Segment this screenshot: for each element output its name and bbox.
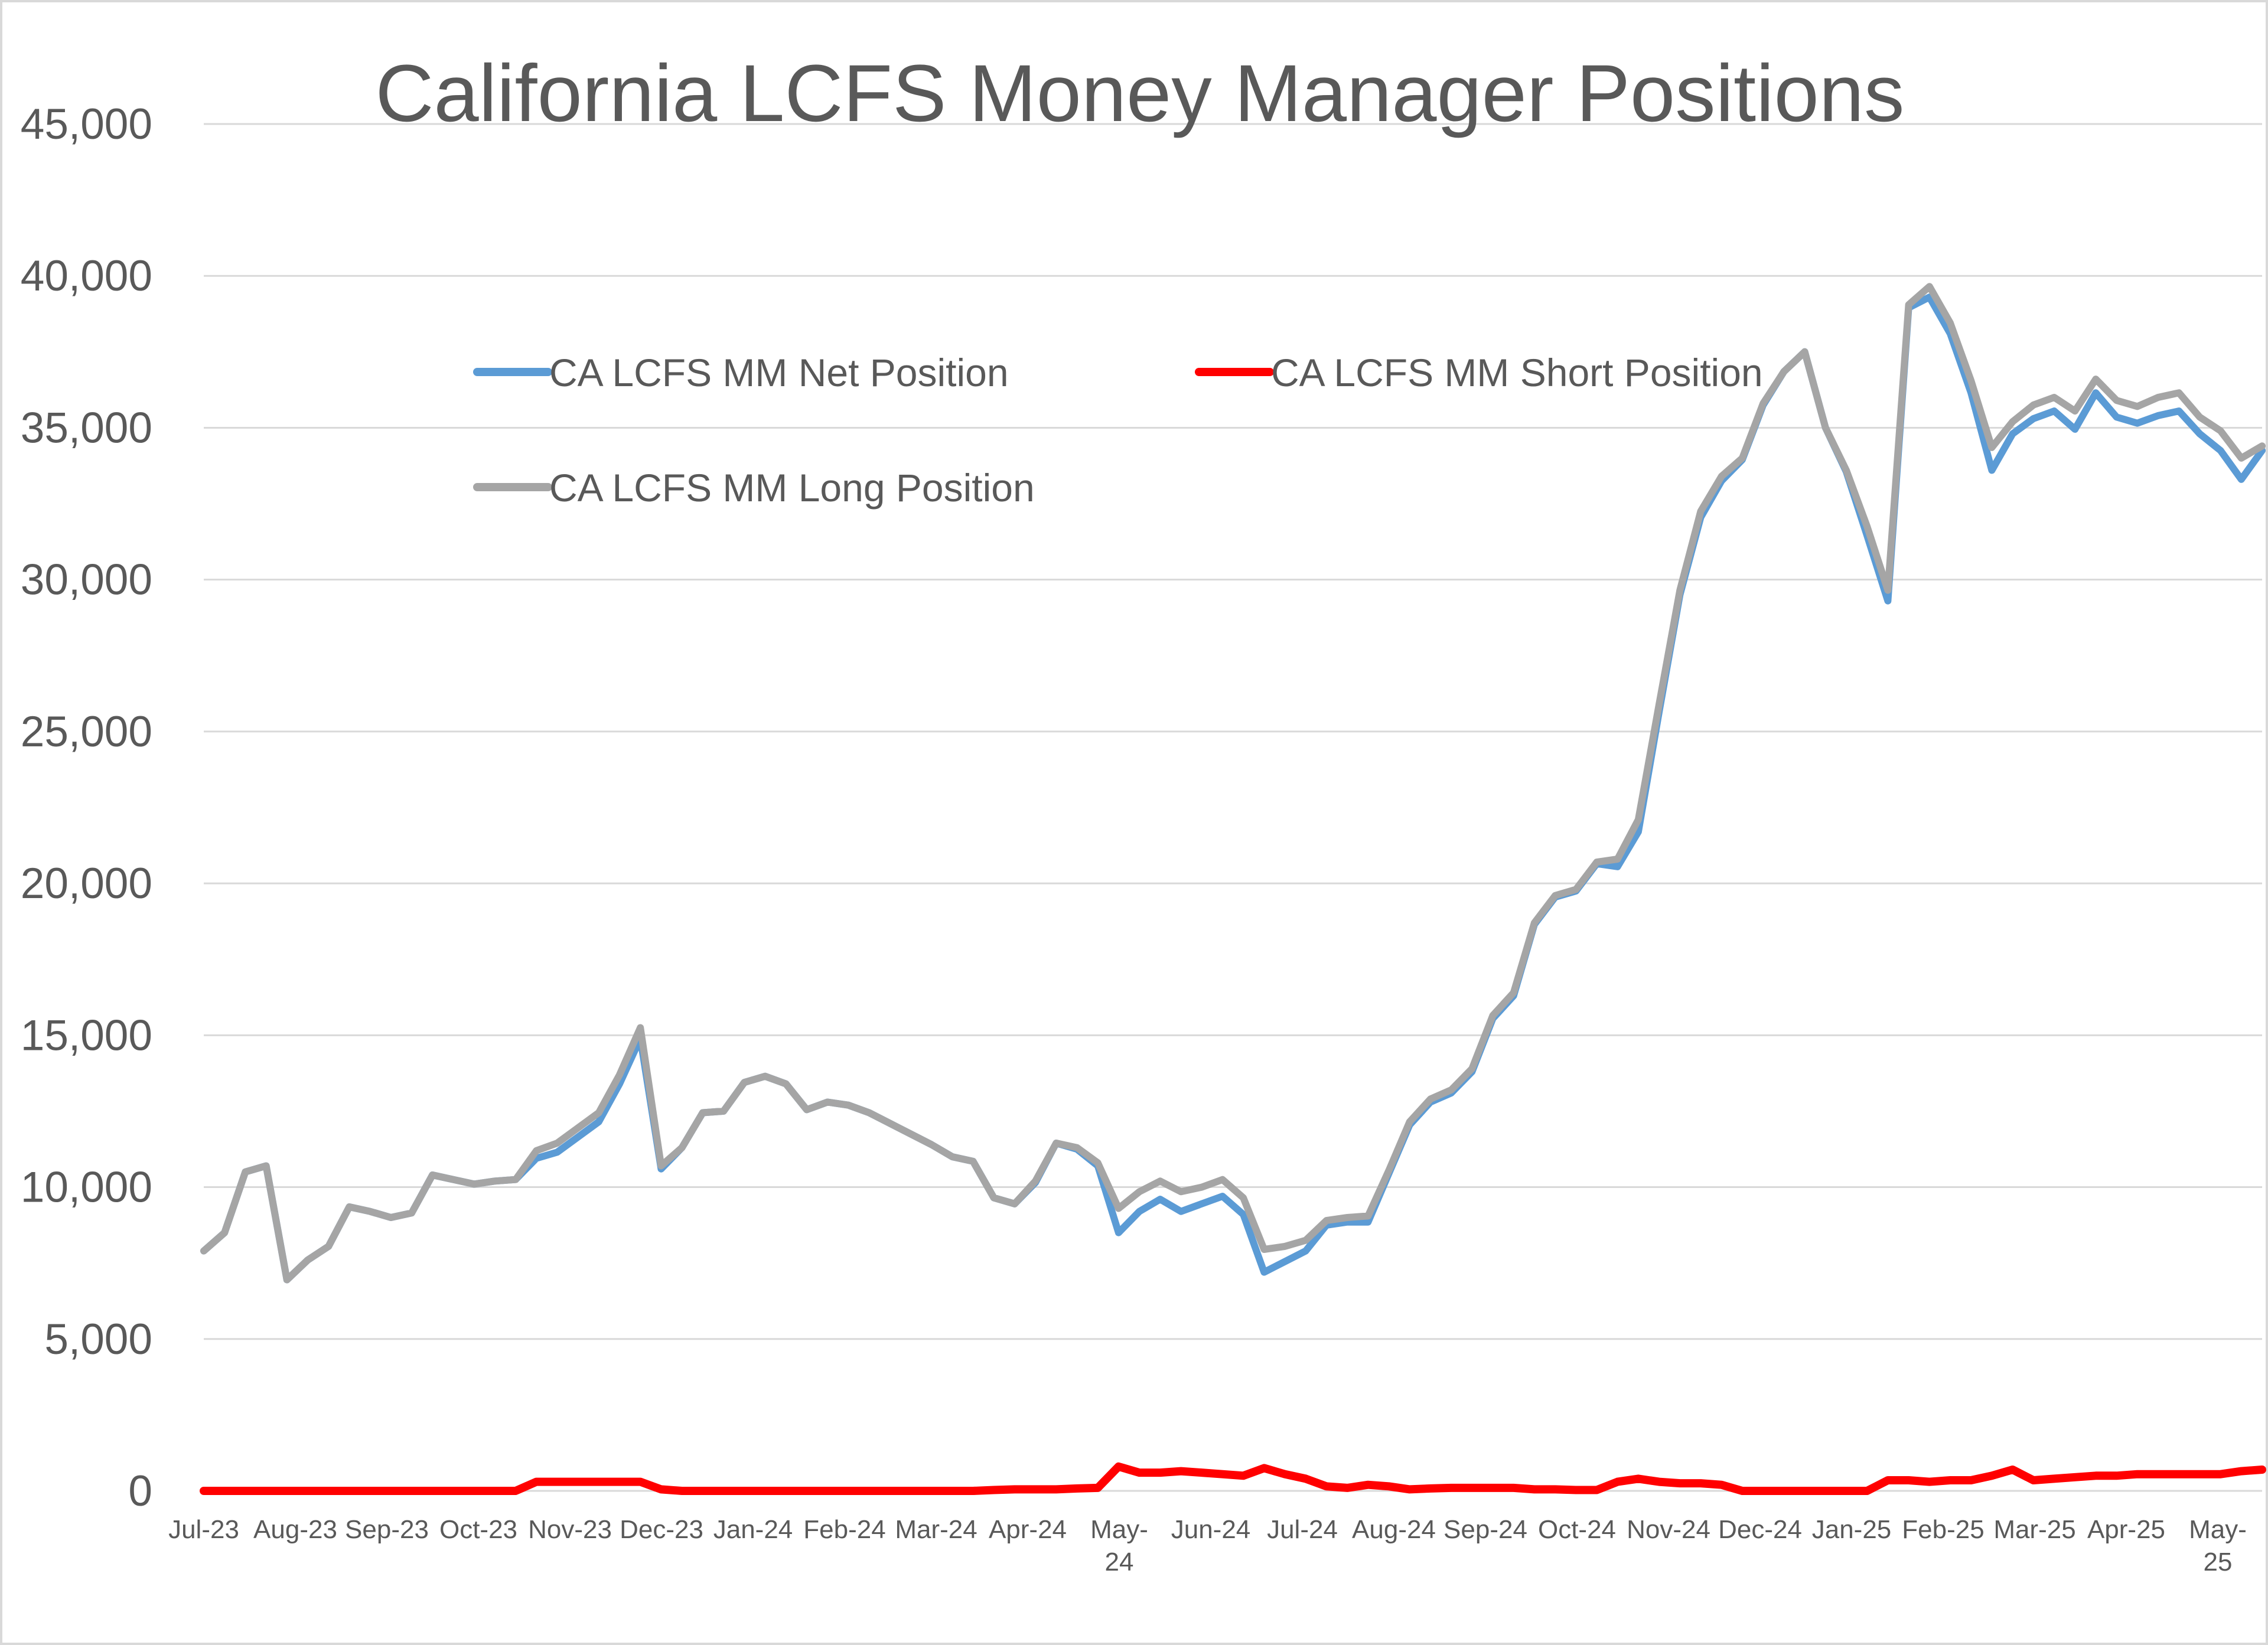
x-tick-label: Mar-24 <box>895 1515 977 1544</box>
y-tick-label: 45,000 <box>21 100 152 148</box>
gridlines <box>204 123 2262 1492</box>
legend-label: CA LCFS MM Long Position <box>549 466 1035 510</box>
y-tick-label: 25,000 <box>21 708 152 756</box>
x-tick-label: Sep-23 <box>345 1515 429 1544</box>
x-tick-label: Mar-25 <box>1993 1515 2075 1544</box>
x-tick-label: Jul-23 <box>168 1515 239 1544</box>
x-tick-label: Jan-25 <box>1812 1515 1892 1544</box>
x-tick-label: Aug-24 <box>1352 1515 1436 1544</box>
x-tick-label: Nov-24 <box>1627 1515 1710 1544</box>
x-tick-label: Jun-24 <box>1171 1515 1251 1544</box>
x-tick-label: Dec-24 <box>1718 1515 1802 1544</box>
y-tick-label: 30,000 <box>21 556 152 604</box>
x-tick-label: Dec-23 <box>620 1515 703 1544</box>
chart-title: California LCFS Money Manager Positions <box>376 48 1905 139</box>
y-tick-label: 40,000 <box>21 252 152 300</box>
y-axis-ticks: 0 5,000 10,000 15,000 20,000 25,000 30,000 35,0… <box>21 100 152 1515</box>
x-tick-label: Feb-25 <box>1902 1515 1984 1544</box>
y-tick-label: 0 <box>128 1467 152 1515</box>
y-tick-label: 35,000 <box>21 404 152 452</box>
x-tick-label: Nov-23 <box>528 1515 612 1544</box>
x-tick-label: Jan-24 <box>713 1515 793 1544</box>
x-tick-label: Apr-24 <box>989 1515 1067 1544</box>
x-axis-ticks: Jul-23 Aug-23 Sep-23 Oct-23 Nov-23 Dec-23 Jan-… <box>168 1515 2247 1577</box>
y-tick-label: 10,000 <box>21 1164 152 1212</box>
x-tick-label: May-25 <box>2189 1515 2247 1577</box>
legend-label: CA LCFS MM Short Position <box>1271 351 1763 394</box>
x-tick-label: Apr-25 <box>2087 1515 2165 1544</box>
legend: CA LCFS MM Net Position CA LCFS MM Short … <box>473 351 1763 510</box>
x-tick-label: Oct-24 <box>1538 1515 1616 1544</box>
x-tick-label: Jul-24 <box>1267 1515 1338 1544</box>
series-line-0 <box>200 293 2266 1284</box>
legend-label: CA LCFS MM Net Position <box>549 351 1009 394</box>
y-tick-label: 5,000 <box>44 1316 152 1363</box>
y-tick-label: 15,000 <box>21 1011 152 1059</box>
x-tick-label: Oct-23 <box>439 1515 517 1544</box>
series-line-1 <box>200 1462 2266 1495</box>
x-tick-label: May-24 <box>1090 1515 1148 1577</box>
x-tick-label: Feb-24 <box>803 1515 885 1544</box>
x-tick-label: Aug-23 <box>253 1515 337 1544</box>
x-tick-label: Sep-24 <box>1443 1515 1527 1544</box>
series-lines <box>200 283 2266 1495</box>
series-line-2 <box>200 283 2266 1284</box>
y-tick-label: 20,000 <box>21 860 152 908</box>
